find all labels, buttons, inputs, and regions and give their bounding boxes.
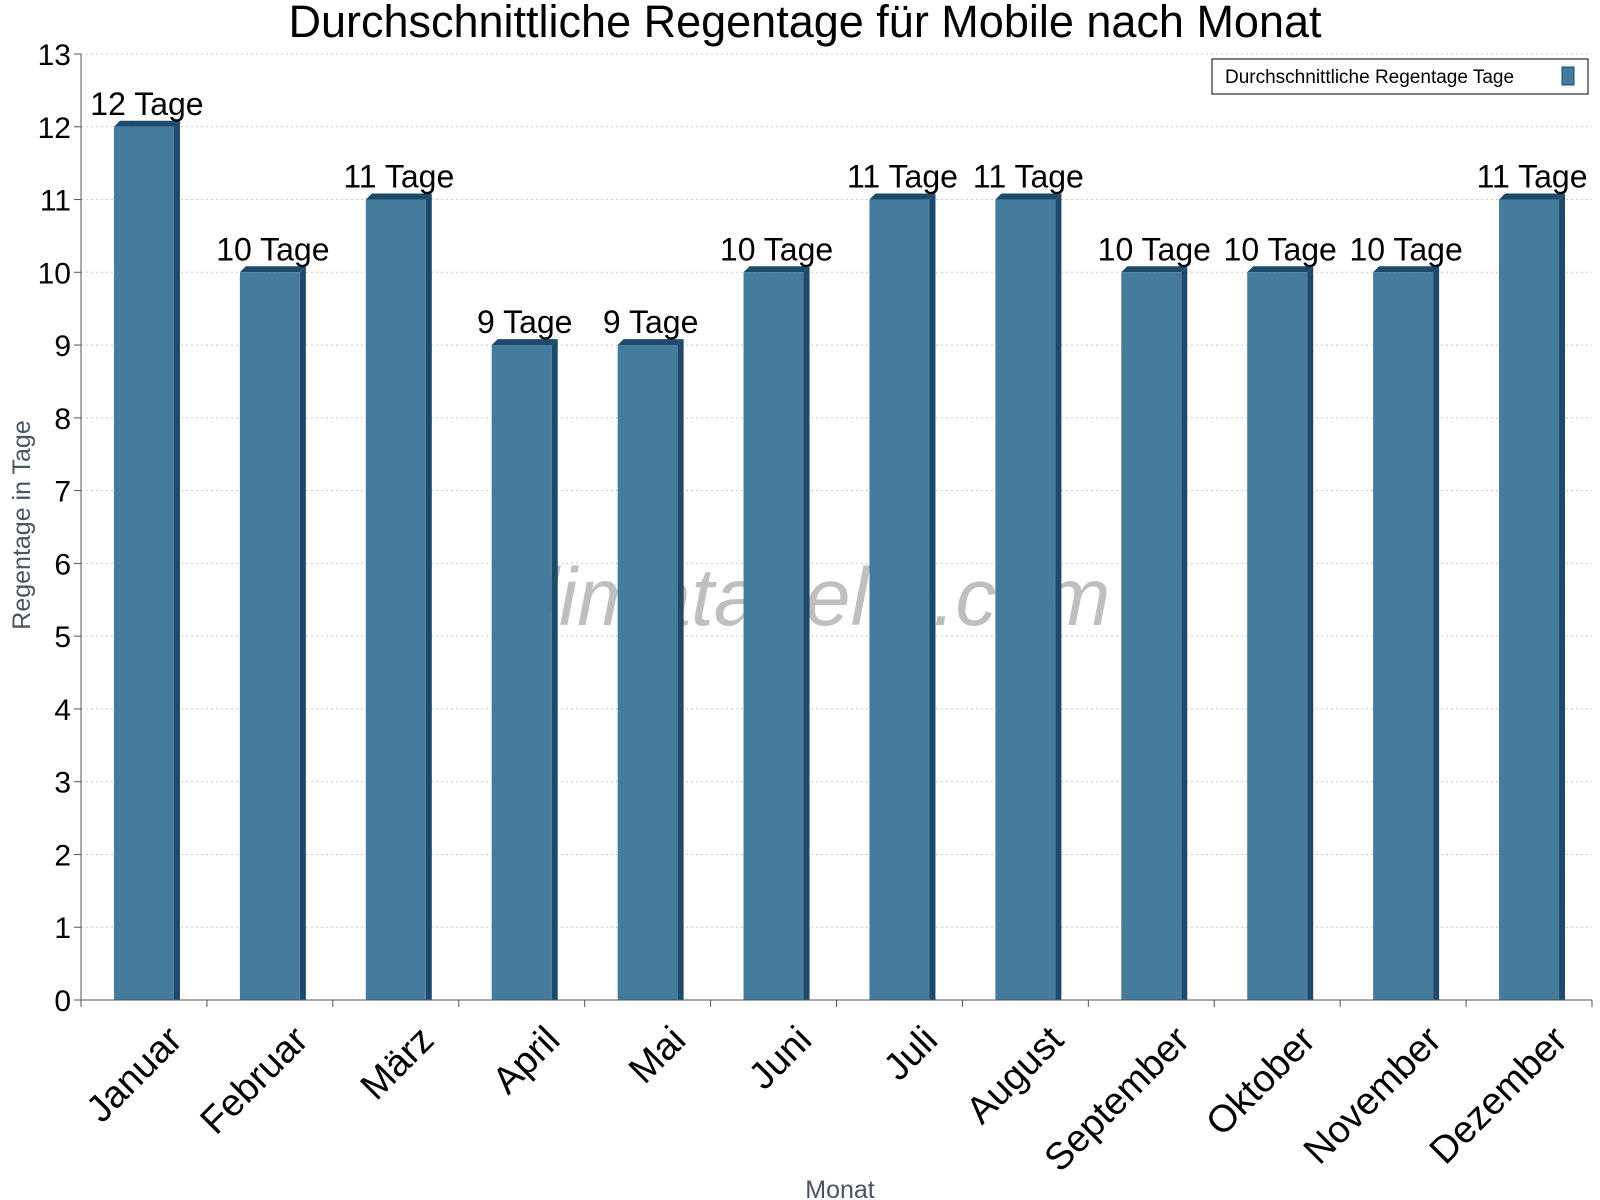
y-tick-label: 4 <box>54 694 71 727</box>
bar-side <box>677 339 684 1001</box>
bar <box>239 266 306 1000</box>
y-tick-label: 3 <box>54 767 71 800</box>
bar-side <box>551 339 558 1001</box>
y-tick-label: 12 <box>38 112 71 145</box>
data-label: 10 Tage <box>720 231 833 267</box>
bar-top <box>617 339 684 346</box>
legend-swatch <box>1561 66 1575 86</box>
x-tick-label: März <box>353 1019 442 1108</box>
bar-side <box>929 193 936 1001</box>
data-label: 11 Tage <box>1477 159 1588 195</box>
bar-side <box>1307 266 1314 1000</box>
x-tick-label: Juni <box>741 1019 820 1098</box>
bar-front <box>869 199 930 1001</box>
bar-top <box>1499 193 1566 200</box>
bar-side <box>803 266 810 1000</box>
bar <box>491 339 558 1001</box>
bar-front <box>113 126 174 1001</box>
bar-front <box>1499 199 1560 1001</box>
data-label: 12 Tage <box>90 86 203 122</box>
data-label: 10 Tage <box>1224 231 1337 267</box>
bar-top <box>1373 266 1440 273</box>
x-axis-title: Monat <box>805 1176 875 1200</box>
bar-front <box>1373 272 1434 1000</box>
bar <box>1373 266 1440 1000</box>
bar <box>1121 266 1188 1000</box>
data-label: 10 Tage <box>1349 231 1462 267</box>
bar-side <box>425 193 432 1001</box>
data-label: 9 Tage <box>477 304 573 340</box>
bar-top <box>365 193 432 200</box>
y-tick-label: 6 <box>54 548 71 581</box>
bar-front <box>1247 272 1308 1000</box>
data-label: 11 Tage <box>973 159 1084 195</box>
bar-side <box>173 120 180 1001</box>
legend-box <box>1211 58 1589 95</box>
bar-side <box>1433 266 1440 1000</box>
x-tick-label: Januar <box>79 1019 191 1131</box>
bar <box>365 193 432 1001</box>
bar-front <box>743 272 804 1000</box>
data-label: 10 Tage <box>1098 231 1211 267</box>
y-axis-title: Regentage in Tage <box>8 420 36 629</box>
x-tick-label: Oktober <box>1198 1019 1324 1145</box>
bar-top <box>491 339 558 346</box>
legend: Durchschnittliche Regentage Tage <box>1211 58 1589 95</box>
bar <box>617 339 684 1001</box>
x-tick-label: Dezember <box>1422 1019 1576 1173</box>
x-tick-label: Februar <box>193 1019 317 1143</box>
y-tick-label: 7 <box>54 476 71 509</box>
bar-top <box>113 120 180 127</box>
y-tick-label: 8 <box>54 403 71 436</box>
bar-top <box>1121 266 1188 273</box>
y-tick-label: 9 <box>54 330 71 363</box>
y-tick-label: 13 <box>38 39 71 72</box>
bar-top <box>239 266 306 273</box>
y-tick-label: 1 <box>54 912 71 945</box>
bar-top <box>1247 266 1314 273</box>
bar-front <box>239 272 300 1000</box>
x-tick-label: April <box>485 1019 568 1102</box>
bar-side <box>299 266 306 1000</box>
bar-side <box>1181 266 1188 1000</box>
bar-front <box>365 199 426 1001</box>
chart-title: Durchschnittliche Regentage für Mobile n… <box>288 0 1322 47</box>
x-tick-label: Juli <box>876 1019 946 1089</box>
bar-top <box>995 193 1062 200</box>
bar-side <box>1559 193 1566 1001</box>
legend-label: Durchschnittliche Regentage Tage <box>1225 67 1514 88</box>
bars <box>113 120 1566 1001</box>
bar <box>743 266 810 1000</box>
y-tick-label: 2 <box>54 839 71 872</box>
data-label: 10 Tage <box>216 231 329 267</box>
data-label: 11 Tage <box>343 159 454 195</box>
grid-lines <box>81 53 1592 928</box>
x-tick-label: Mai <box>621 1019 694 1092</box>
bar <box>1247 266 1314 1000</box>
bar-front <box>995 199 1056 1001</box>
data-label: 9 Tage <box>603 304 699 340</box>
bar <box>113 120 180 1001</box>
y-tick-label: 0 <box>54 985 71 1018</box>
bar-top <box>869 193 936 200</box>
x-tick-label: November <box>1296 1019 1450 1173</box>
data-label: 11 Tage <box>847 159 958 195</box>
x-tick-label: August <box>959 1019 1073 1133</box>
y-tick-label: 5 <box>54 621 71 654</box>
bar <box>1499 193 1566 1001</box>
y-tick-label: 10 <box>38 257 71 290</box>
bar-top <box>743 266 810 273</box>
data-labels: 12 Tage 10 Tage 11 Tage 9 Tage 9 Tage 10 Tage… <box>90 86 1587 340</box>
y-tick-label: 11 <box>40 185 71 218</box>
bar-front <box>1121 272 1182 1000</box>
bar-front <box>491 345 552 1001</box>
bar-front <box>617 345 678 1001</box>
bar-side <box>1055 193 1062 1001</box>
bar <box>869 193 936 1001</box>
bar <box>995 193 1062 1001</box>
